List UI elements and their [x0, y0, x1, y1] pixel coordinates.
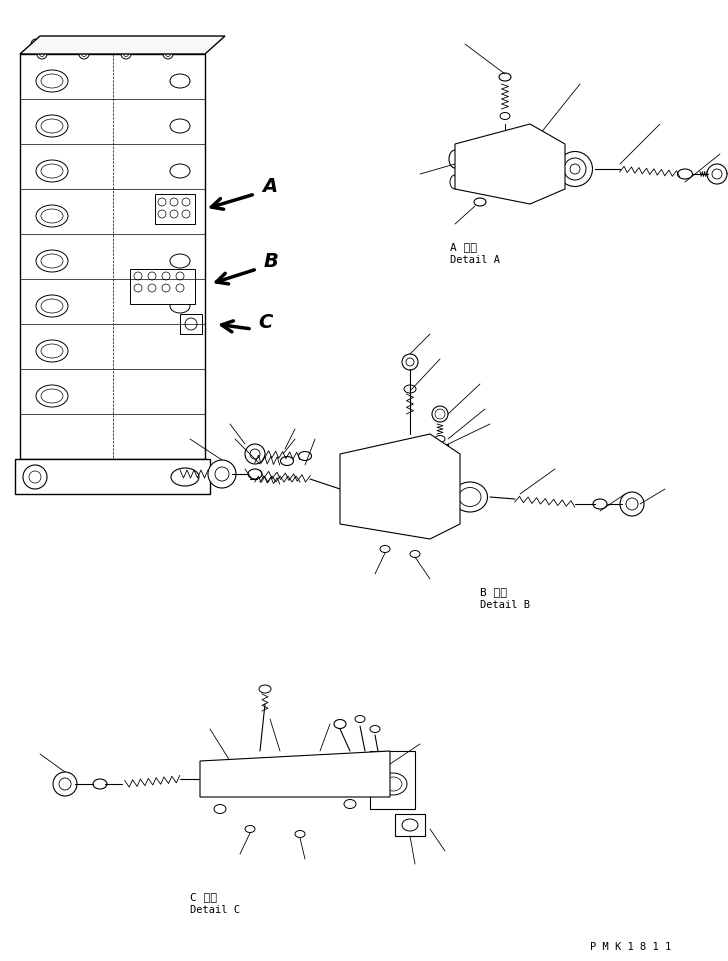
Ellipse shape: [410, 551, 420, 558]
Circle shape: [245, 445, 265, 464]
Circle shape: [208, 460, 236, 488]
Ellipse shape: [245, 825, 255, 832]
Ellipse shape: [170, 255, 190, 269]
Ellipse shape: [298, 452, 312, 461]
Text: P M K 1 8 1 1: P M K 1 8 1 1: [590, 941, 671, 951]
Ellipse shape: [379, 774, 407, 795]
Text: C: C: [258, 312, 272, 332]
Ellipse shape: [394, 465, 416, 483]
Text: Detail A: Detail A: [450, 255, 500, 264]
Ellipse shape: [171, 469, 199, 486]
Ellipse shape: [93, 779, 107, 789]
Ellipse shape: [170, 209, 190, 224]
Circle shape: [31, 40, 41, 50]
Ellipse shape: [380, 546, 390, 553]
Text: Detail C: Detail C: [190, 904, 240, 914]
Ellipse shape: [282, 775, 298, 784]
Circle shape: [402, 355, 418, 371]
Ellipse shape: [165, 204, 184, 215]
Text: B: B: [264, 252, 279, 271]
Ellipse shape: [334, 720, 346, 728]
Ellipse shape: [36, 296, 68, 318]
Ellipse shape: [36, 340, 68, 362]
Circle shape: [73, 40, 83, 50]
Ellipse shape: [359, 465, 381, 483]
Ellipse shape: [678, 170, 692, 180]
Ellipse shape: [449, 151, 461, 169]
Circle shape: [79, 50, 89, 60]
Ellipse shape: [370, 726, 380, 732]
Circle shape: [115, 40, 125, 50]
Ellipse shape: [344, 800, 356, 808]
Ellipse shape: [170, 300, 190, 313]
Ellipse shape: [170, 75, 190, 89]
Text: A: A: [262, 177, 277, 196]
Ellipse shape: [36, 71, 68, 93]
Ellipse shape: [253, 775, 267, 784]
Ellipse shape: [474, 199, 486, 207]
Ellipse shape: [355, 716, 365, 723]
Ellipse shape: [36, 385, 68, 407]
Polygon shape: [200, 752, 390, 798]
Ellipse shape: [295, 830, 305, 838]
Ellipse shape: [248, 470, 262, 480]
Ellipse shape: [593, 500, 607, 509]
Bar: [370, 752, 415, 809]
Bar: [395, 814, 425, 836]
Ellipse shape: [214, 804, 226, 814]
Circle shape: [53, 773, 77, 796]
Polygon shape: [20, 37, 225, 55]
Ellipse shape: [450, 176, 460, 190]
Ellipse shape: [359, 494, 381, 511]
Bar: [180, 314, 202, 334]
Circle shape: [620, 492, 644, 516]
Text: C 詳細: C 詳細: [190, 891, 217, 901]
Bar: [130, 270, 195, 305]
Ellipse shape: [259, 685, 271, 693]
Text: A 詳細: A 詳細: [450, 242, 477, 252]
Ellipse shape: [36, 160, 68, 183]
Ellipse shape: [36, 116, 68, 137]
Text: B 詳細: B 詳細: [480, 586, 507, 597]
Ellipse shape: [394, 494, 416, 511]
Text: Detail B: Detail B: [480, 600, 530, 609]
Circle shape: [707, 165, 727, 185]
Bar: [155, 195, 195, 225]
Circle shape: [432, 407, 448, 423]
Ellipse shape: [170, 165, 190, 179]
Ellipse shape: [404, 385, 416, 394]
Ellipse shape: [223, 775, 237, 784]
Circle shape: [157, 40, 167, 50]
Ellipse shape: [500, 113, 510, 120]
Circle shape: [37, 50, 47, 60]
Polygon shape: [20, 55, 205, 459]
Polygon shape: [15, 459, 210, 495]
Ellipse shape: [36, 206, 68, 228]
Bar: [434, 445, 448, 455]
Ellipse shape: [170, 120, 190, 134]
Ellipse shape: [312, 775, 328, 784]
Ellipse shape: [499, 74, 511, 82]
Ellipse shape: [453, 482, 488, 512]
Circle shape: [163, 50, 173, 60]
Ellipse shape: [280, 457, 293, 466]
Circle shape: [23, 465, 47, 489]
Polygon shape: [340, 434, 460, 539]
Polygon shape: [455, 125, 565, 205]
Circle shape: [121, 50, 131, 60]
Ellipse shape: [36, 251, 68, 273]
Ellipse shape: [558, 153, 593, 187]
